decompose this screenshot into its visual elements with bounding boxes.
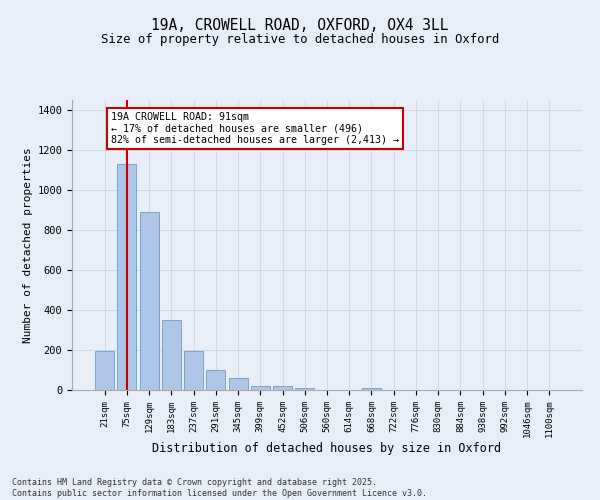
Bar	[184, 351, 203, 390]
Bar	[362, 388, 381, 390]
Text: Size of property relative to detached houses in Oxford: Size of property relative to detached ho…	[101, 32, 499, 46]
Bar	[229, 378, 248, 390]
Y-axis label: Number of detached properties: Number of detached properties	[23, 147, 33, 343]
Text: 19A, CROWELL ROAD, OXFORD, OX4 3LL: 19A, CROWELL ROAD, OXFORD, OX4 3LL	[151, 18, 449, 32]
Text: Contains HM Land Registry data © Crown copyright and database right 2025.
Contai: Contains HM Land Registry data © Crown c…	[12, 478, 427, 498]
Text: 19A CROWELL ROAD: 91sqm
← 17% of detached houses are smaller (496)
82% of semi-d: 19A CROWELL ROAD: 91sqm ← 17% of detache…	[111, 112, 399, 145]
Bar	[295, 388, 314, 390]
Bar	[273, 386, 292, 390]
Bar	[95, 351, 114, 390]
Bar	[140, 212, 158, 390]
Bar	[251, 386, 270, 390]
X-axis label: Distribution of detached houses by size in Oxford: Distribution of detached houses by size …	[152, 442, 502, 454]
Bar	[162, 320, 181, 390]
Bar	[206, 370, 225, 390]
Bar	[118, 164, 136, 390]
